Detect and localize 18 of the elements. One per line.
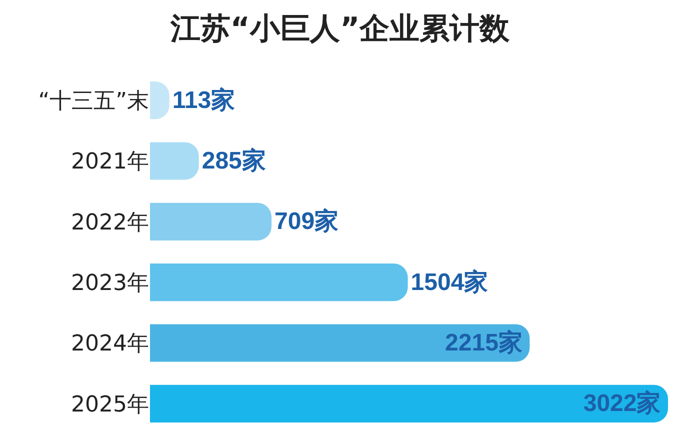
bar — [150, 324, 530, 362]
y-tick-label: 2023年 — [71, 271, 149, 296]
chart-title: 江苏“小巨人”企业累计数 — [169, 12, 511, 47]
y-tick-label: 2021年 — [71, 150, 149, 175]
data-label: 2215家 — [445, 330, 522, 356]
bar — [150, 202, 272, 240]
y-tick-label: “十三五”末 — [38, 89, 149, 114]
data-label: 113家 — [172, 86, 236, 114]
y-tick-label: 2025年 — [71, 392, 149, 418]
data-label: 709家 — [274, 208, 339, 236]
y-tick-label: 2022年 — [71, 210, 149, 236]
data-label: 1504家 — [410, 268, 488, 296]
data-label: 285家 — [202, 148, 266, 174]
data-label: 3022家 — [583, 390, 661, 418]
bar — [150, 384, 668, 422]
bar — [150, 264, 408, 302]
y-tick-label: 2024年 — [71, 332, 149, 357]
bar — [150, 142, 199, 180]
